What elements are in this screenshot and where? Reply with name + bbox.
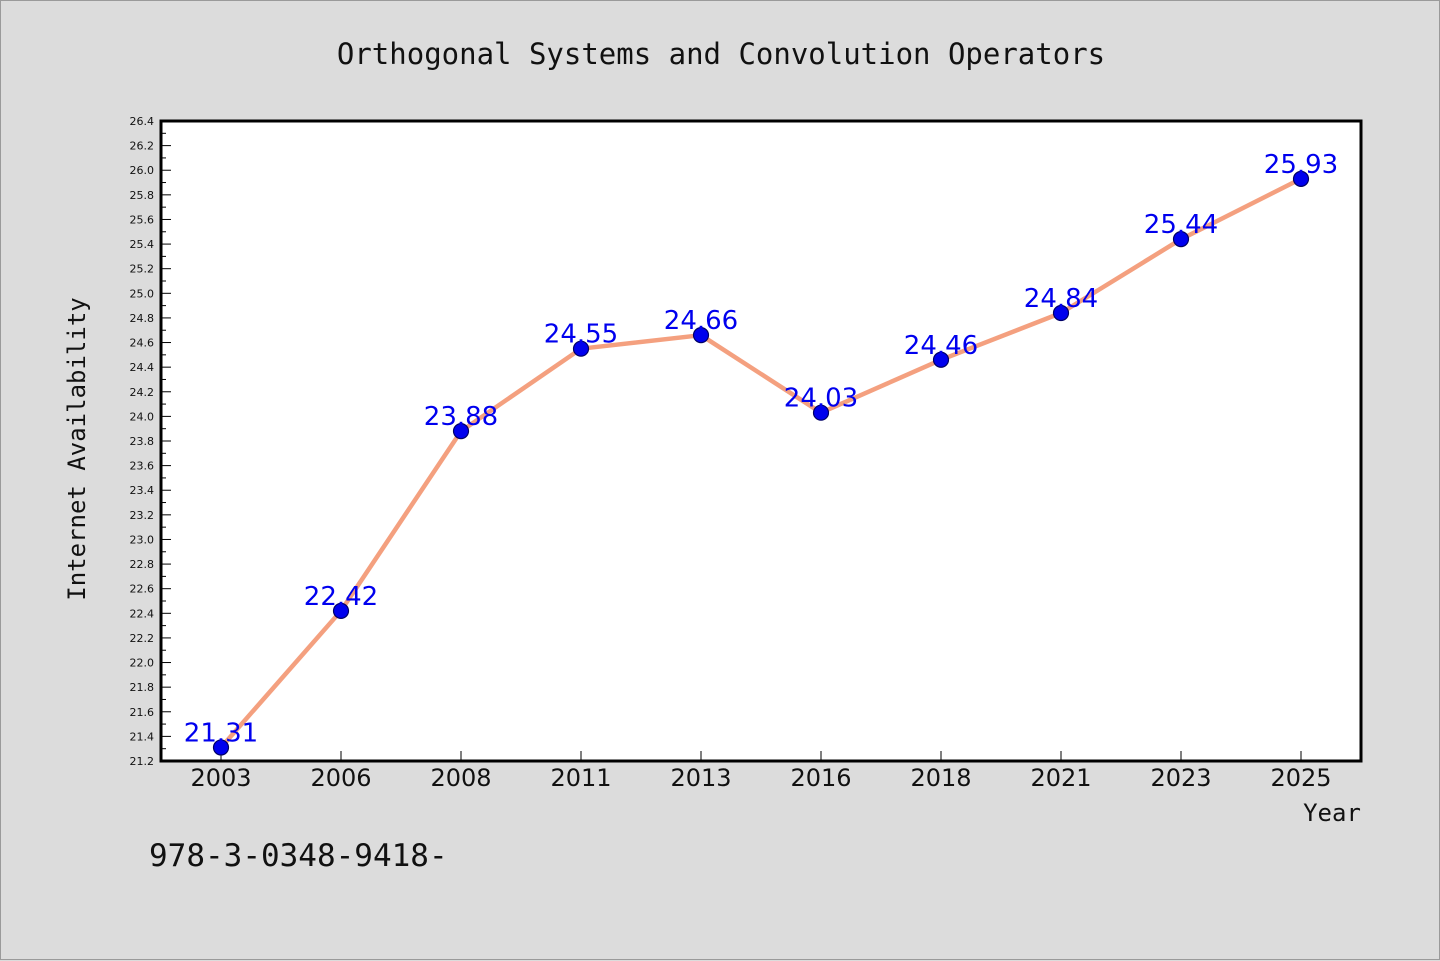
y-tick-label: 25.6 xyxy=(130,213,155,226)
x-axis-title: Year xyxy=(1303,799,1361,827)
data-label: 22.42 xyxy=(304,582,378,612)
x-tick-label: 2016 xyxy=(790,764,851,792)
data-label: 25.93 xyxy=(1264,150,1338,180)
y-tick-label: 26.4 xyxy=(130,115,155,128)
chart-title: Orthogonal Systems and Convolution Opera… xyxy=(337,37,1105,71)
series-layer xyxy=(212,170,1310,756)
x-tick-label: 2018 xyxy=(910,764,971,792)
y-tick-label: 21.2 xyxy=(130,755,155,768)
x-tick-label: 2023 xyxy=(1150,764,1211,792)
y-tick-label: 25.0 xyxy=(130,287,155,300)
footer-isbn-text: 978-3-0348-9418- xyxy=(149,838,448,874)
data-point xyxy=(212,739,230,756)
x-tick-label: 2013 xyxy=(670,764,731,792)
y-tick-label: 25.8 xyxy=(130,189,155,202)
x-tick-label: 2008 xyxy=(430,764,491,792)
x-axis-ticks: 2003 2006 2008 2011 2013 2016 2018 2021 2023 2025 xyxy=(190,751,1332,792)
y-tick-label: 24.0 xyxy=(130,410,155,423)
data-point xyxy=(452,423,470,440)
data-label: 24.03 xyxy=(784,384,858,414)
data-point xyxy=(812,404,830,421)
y-tick-label: 22.2 xyxy=(130,632,155,645)
data-point xyxy=(1052,304,1070,322)
y-tick-label: 26.0 xyxy=(130,164,155,177)
data-point xyxy=(572,340,590,357)
y-tick-label: 24.4 xyxy=(130,361,155,374)
y-tick-label: 26.2 xyxy=(130,140,155,153)
y-tick-label: 25.2 xyxy=(130,263,155,276)
data-labels-layer: 21.31 22.42 23.88 24.55 24.66 24.03 24.46 24.84… xyxy=(184,150,1338,749)
y-axis-ticks: 21.2 21.4 21.6 21.8 22.0 22.2 22.4 22.6 22.8 23.0… xyxy=(130,115,171,768)
data-point xyxy=(932,351,950,368)
y-tick-label: 21.8 xyxy=(130,681,155,694)
y-tick-label: 23.8 xyxy=(130,435,155,448)
x-tick-label: 2003 xyxy=(190,764,251,792)
plot-area xyxy=(161,121,1361,761)
x-tick-label: 2025 xyxy=(1270,764,1331,792)
y-tick-label: 22.8 xyxy=(130,558,155,571)
y-tick-label: 21.6 xyxy=(130,706,155,719)
data-point xyxy=(1292,170,1310,187)
y-tick-label: 21.4 xyxy=(130,730,155,743)
data-point xyxy=(332,602,350,619)
plot-border xyxy=(159,119,1363,763)
data-label: 24.84 xyxy=(1024,284,1098,314)
data-label: 21.31 xyxy=(184,718,258,748)
data-label: 24.55 xyxy=(544,320,618,350)
x-tick-label: 2011 xyxy=(550,764,611,792)
series-line xyxy=(218,176,1304,750)
y-tick-label: 23.2 xyxy=(130,509,155,522)
x-tick-label: 2021 xyxy=(1030,764,1091,792)
data-point xyxy=(1172,231,1190,248)
data-label: 25.44 xyxy=(1144,210,1218,240)
y-tick-label: 22.6 xyxy=(130,583,155,596)
y-tick-label: 24.8 xyxy=(130,312,155,325)
y-tick-label: 22.4 xyxy=(130,607,155,620)
y-tick-label: 22.0 xyxy=(130,657,155,670)
y-tick-label: 23.4 xyxy=(130,484,155,497)
y-tick-label: 23.6 xyxy=(130,460,155,473)
y-tick-label: 23.0 xyxy=(130,533,155,546)
data-label: 24.66 xyxy=(664,306,738,336)
y-axis-title: Internet Availability xyxy=(63,297,91,600)
y-tick-label: 25.4 xyxy=(130,238,155,251)
data-label: 24.46 xyxy=(904,331,978,361)
x-tick-label: 2006 xyxy=(310,764,371,792)
data-point xyxy=(692,327,710,344)
y-tick-label: 24.2 xyxy=(130,386,155,399)
y-tick-label: 24.6 xyxy=(130,337,155,350)
data-label: 23.88 xyxy=(424,402,498,432)
